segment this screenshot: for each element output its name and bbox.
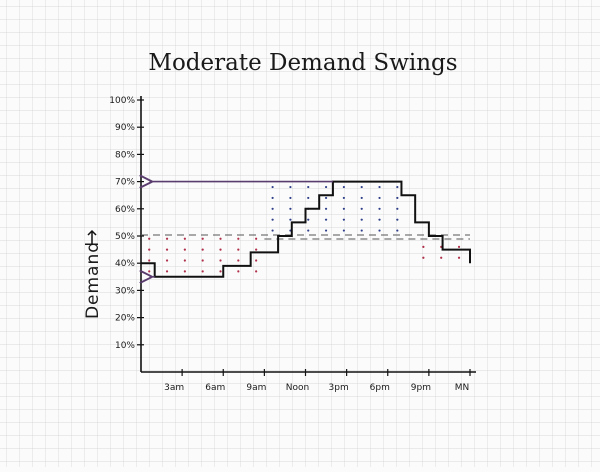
shade-dot [237,259,240,262]
shade-dot [289,185,292,189]
shade-dot [396,196,399,200]
shade-dot [237,248,240,251]
shade-dot [201,259,204,262]
shade-dot [342,196,345,200]
shade-dot [324,207,328,210]
shade-dot [148,237,151,240]
shade-dot [342,218,345,221]
shade-dot [396,207,399,210]
shade-dot [422,245,425,248]
shade-dot [201,237,204,240]
shade-dot [255,259,258,262]
shade-dot [378,218,381,221]
shade-dot [183,237,186,240]
shade-dot [219,237,222,240]
shade-dot [201,270,204,273]
shade-dot [324,218,328,221]
shade-dot [378,185,381,189]
shade-dot [255,270,258,273]
shade-dot [289,218,292,221]
shade-dot [324,229,328,232]
shade-dot [165,259,169,262]
y-tick-label: 10% [115,341,135,351]
y-tick-label: 50% [115,232,135,242]
shade-dot [165,237,169,240]
shade-dot [378,229,381,232]
shade-dot [219,270,222,273]
shade-dot [165,248,169,251]
shade-dot [324,196,328,200]
shade-dot [440,256,443,259]
shade-dot [360,196,363,200]
shade-dot [165,270,169,273]
x-tick-label: Noon [286,383,309,393]
shade-dot [183,270,186,273]
shade-dot [360,229,363,232]
shade-dot [255,237,258,240]
shade-dot [183,248,186,251]
shade-dot [289,207,292,210]
shade-dot [342,185,345,189]
shade-dot [360,185,363,189]
shade-dot [422,256,425,259]
shade-dot [378,207,381,210]
x-tick-label: 6pm [370,383,390,393]
y-axis-label-arrowhead [87,229,97,236]
shade-dot [219,248,222,251]
plot-area: 10% 20% 30% 40% 50% 60% 70% 80% 90% 100% 3am 6am 9am… [109,96,476,393]
shade-dot [307,218,310,221]
shade-dot [271,207,274,210]
shade-dot [255,248,258,251]
y-tick-label: 70% [115,178,135,188]
shade-dot [396,229,399,232]
y-tick-label: 40% [115,259,135,269]
y-tick-label: 30% [115,286,135,296]
shade-dot [457,245,461,248]
shade-dot [360,207,363,210]
shade-dot [148,270,151,273]
shade-dot [271,185,274,189]
shade-dot [271,218,274,221]
shade-dot [342,207,345,210]
x-tick-label: 9pm [411,383,431,393]
y-tick-label: 80% [115,150,135,160]
shade-dot [324,185,328,189]
shade-dot [271,229,274,232]
shade-dot [307,185,310,189]
shade-dot [396,218,399,221]
x-tick-label: MN [455,383,470,393]
x-tick-label: 3am [164,383,184,393]
shade-dot [396,185,399,189]
shade-dot [289,196,292,200]
shade-dot [457,256,461,259]
shade-dot [237,237,240,240]
y-tick-label: 100% [109,96,135,106]
shade-dot [307,196,310,200]
y-tick-label: 60% [115,205,135,215]
shade-dot [237,270,240,273]
chart-title: Moderate Demand Swings [148,50,457,76]
y-tick-label: 90% [115,123,135,133]
x-tick-label: 6am [205,383,225,393]
shade-dot [201,248,204,251]
shade-dot [307,229,310,232]
shade-dot [219,259,222,262]
shade-dot [271,196,274,200]
x-tick-label: 3pm [329,383,349,393]
demand-step-line [141,180,471,278]
shade-dot [183,259,186,262]
shade-dot [148,259,151,262]
shade-dot [360,218,363,221]
shade-dot [378,196,381,200]
y-tick-label: 20% [115,314,135,324]
y-axis-label: Demand [83,241,103,319]
x-tick-label: 9am [246,383,266,393]
shade-dot [342,229,345,232]
shade-dot [148,248,151,251]
